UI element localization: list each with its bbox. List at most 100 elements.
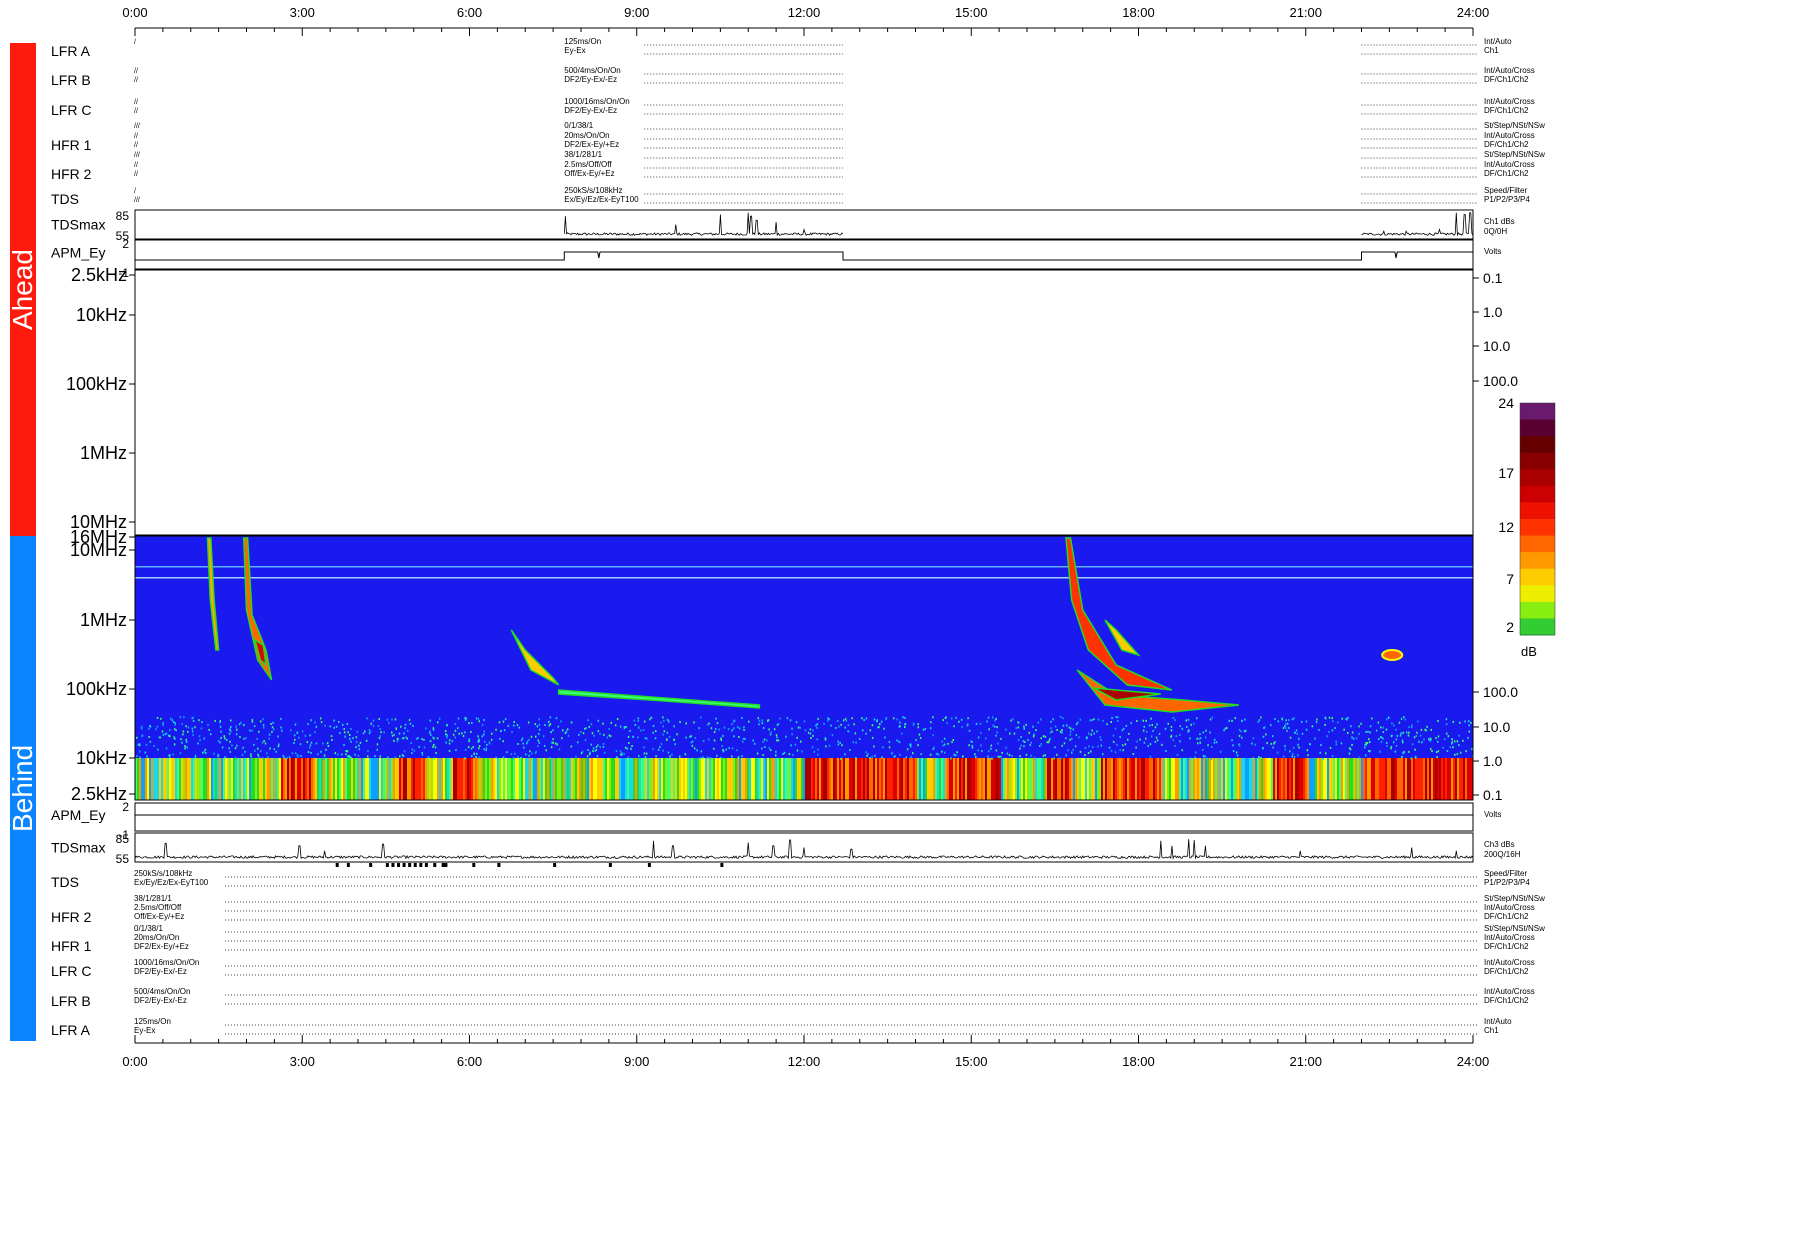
spectrogram-speckle [761, 719, 763, 722]
spectrogram-column [841, 758, 843, 800]
spectrogram-column [203, 758, 205, 800]
spectrogram-speckle [217, 753, 220, 756]
spectrogram-speckle [1156, 739, 1159, 742]
spectrogram-speckle [506, 751, 508, 754]
spectrogram-column [741, 758, 743, 800]
spectrogram-speckle [852, 741, 855, 744]
spectrogram-speckle [263, 726, 265, 729]
spectrogram-speckle [243, 724, 245, 727]
spectrogram-speckle [1070, 727, 1072, 730]
instrument-name: TDS [51, 874, 79, 890]
spectrogram-column [679, 758, 681, 800]
spectrogram-column [891, 758, 893, 800]
instrument-name: TDS [51, 191, 79, 207]
spectrogram-speckle [293, 742, 295, 744]
spectrogram-speckle [971, 740, 973, 743]
spectrogram-speckle [567, 734, 570, 737]
spectrogram-column [731, 758, 733, 800]
spectrogram-speckle [537, 745, 539, 748]
spectrogram-speckle [1385, 742, 1388, 744]
spectrogram-column [1341, 758, 1343, 800]
spectrogram-speckle [522, 742, 524, 745]
spectrogram-column [1001, 758, 1003, 800]
spectrogram-column [515, 758, 517, 800]
spectrogram-speckle [1369, 750, 1371, 753]
spectrogram-column [671, 758, 673, 800]
spectrogram-column [1455, 758, 1457, 800]
right-label: Int/Auto/Cross [1484, 933, 1535, 942]
right-label: Int/Auto [1484, 37, 1512, 46]
spectrogram-speckle [804, 729, 807, 732]
spectrogram-speckle [542, 735, 545, 738]
spectrogram-column [1267, 758, 1269, 800]
spectrogram-speckle [1110, 721, 1112, 723]
spectrogram-speckle [464, 731, 466, 734]
spectrogram-speckle [179, 716, 182, 719]
spectrogram-speckle [862, 729, 864, 732]
spectrogram-speckle [1061, 731, 1063, 734]
instrument-name: HFR 2 [51, 909, 92, 925]
spectrogram-speckle [1056, 753, 1058, 756]
spectrogram-speckle [855, 757, 857, 759]
spectrogram-speckle [359, 741, 362, 744]
spectrogram-speckle [329, 725, 331, 728]
spectrogram-speckle [967, 717, 969, 720]
spectrogram-column [959, 758, 961, 800]
spectrogram-speckle [254, 749, 256, 752]
setting-text: 0/1/38/1 [564, 121, 593, 130]
spectrogram-speckle [326, 742, 329, 745]
spectrogram-column [945, 758, 947, 800]
freq-tick-label: 16MHz [70, 527, 127, 547]
spectrogram-speckle [905, 756, 907, 759]
spectrogram-speckle [1097, 745, 1099, 748]
spectrogram-speckle [1297, 743, 1299, 746]
spectrogram-speckle [162, 733, 165, 736]
spectrogram-speckle [947, 742, 949, 745]
spectrogram-speckle [942, 719, 944, 722]
spectrogram-speckle [995, 734, 997, 737]
spectrogram-speckle [1459, 721, 1461, 724]
spectrogram-column [197, 758, 199, 800]
event-mark [608, 863, 612, 867]
behind-spectrum-axes: 16MHz10MHz1MHz100kHz10kHz2.5kHz100.010.0… [66, 527, 1518, 804]
spectrogram-speckle [702, 740, 705, 742]
spectrogram-speckle [990, 747, 992, 750]
spectrogram-column [1329, 758, 1331, 800]
spectrogram-column [805, 758, 807, 800]
spectrogram-speckle [888, 746, 891, 749]
spectrogram-speckle [736, 749, 738, 752]
radio-burst [1093, 687, 1161, 701]
spectrogram-column [227, 758, 229, 800]
spectrogram-speckle [296, 753, 299, 756]
spectrogram-column [847, 758, 849, 800]
radio-burst [1381, 649, 1404, 661]
spectrogram-speckle [347, 731, 349, 734]
spectrogram-column [583, 758, 585, 800]
spectrogram-column [901, 758, 903, 800]
spectrogram-column [1397, 758, 1399, 800]
spectrogram-speckle [245, 737, 247, 740]
spectrogram-speckle [733, 719, 736, 722]
spectrogram-speckle [250, 755, 252, 758]
spectrogram-column [863, 758, 865, 800]
spectrogram-column [195, 758, 197, 800]
spectrogram-speckle [468, 722, 470, 725]
spectrogram-speckle [662, 749, 664, 752]
spectrogram-speckle [596, 755, 599, 758]
spectrogram-speckle [526, 740, 529, 743]
spectrogram-speckle [1281, 717, 1284, 720]
spectrogram-speckle [1023, 745, 1025, 748]
spectrogram-column [1335, 758, 1337, 800]
spectrogram-speckle [174, 728, 176, 731]
spectrogram-speckle [1358, 725, 1360, 728]
spectrogram-speckle [399, 755, 401, 758]
spectrogram-column [1407, 758, 1409, 800]
spectrogram-speckle [393, 739, 395, 742]
setting-text: 500/4ms/On/On [564, 66, 620, 75]
mode-mark: /// [134, 197, 140, 204]
spectrogram-column [599, 758, 601, 800]
spectrogram-column [1345, 758, 1347, 800]
spectrogram-speckle [1238, 734, 1241, 737]
spectrogram-speckle [1179, 734, 1181, 736]
